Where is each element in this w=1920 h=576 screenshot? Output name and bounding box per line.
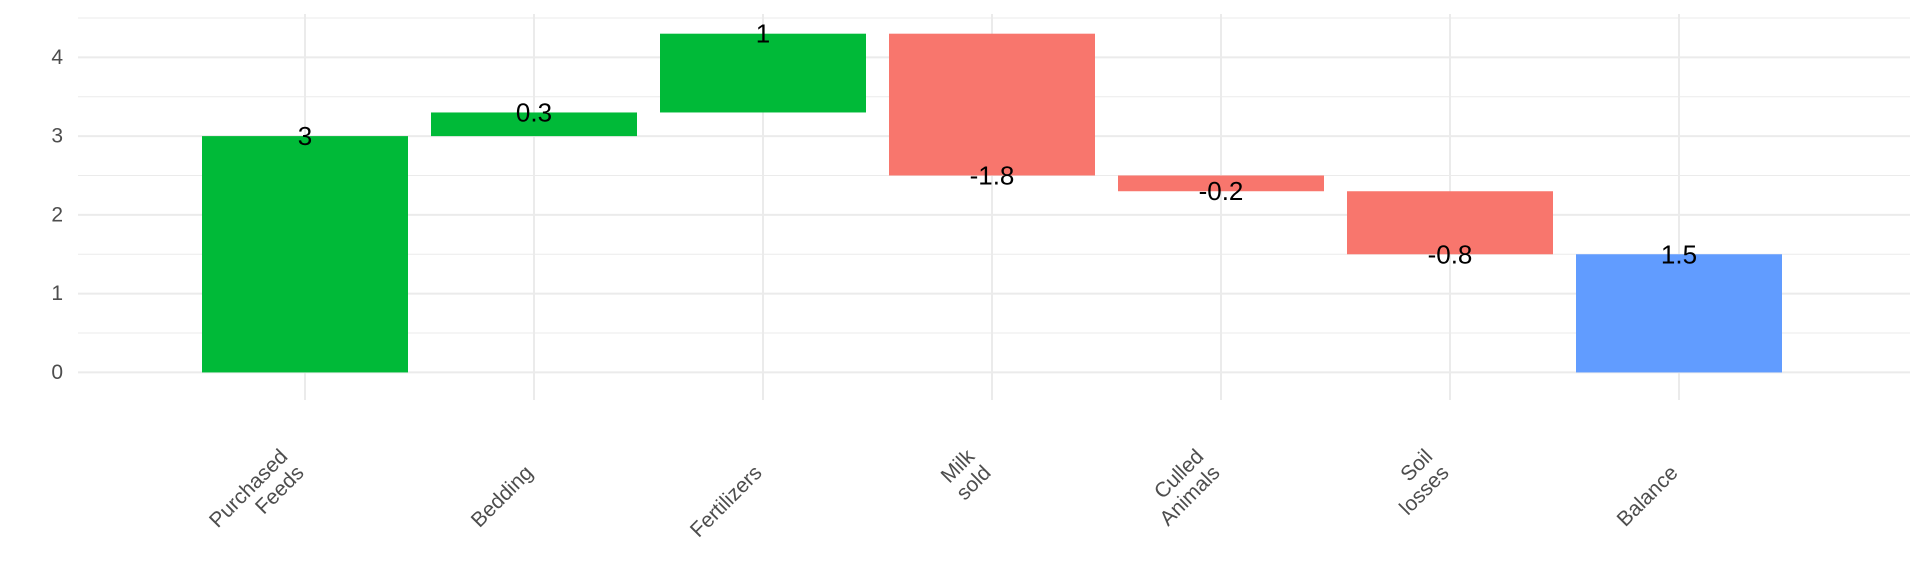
data-label: -0.2 bbox=[1199, 176, 1244, 206]
data-label: 3 bbox=[298, 121, 312, 151]
bar-output bbox=[1347, 191, 1553, 255]
x-tick-label: Soillosses bbox=[1379, 445, 1454, 520]
x-tick-label-line: Fertilizers bbox=[686, 461, 767, 542]
x-tick-label: Balance bbox=[1613, 461, 1683, 531]
y-axis-ticks: 0 1 2 3 4 bbox=[51, 46, 63, 384]
x-tick-label: Bedding bbox=[467, 461, 538, 532]
data-label: 0.3 bbox=[516, 97, 552, 127]
y-tick-label: 3 bbox=[51, 125, 63, 148]
x-tick-label-line: Balance bbox=[1613, 461, 1683, 531]
data-label: -1.8 bbox=[970, 160, 1015, 190]
bar-output bbox=[889, 33, 1095, 176]
x-tick-label: CulledAnimals bbox=[1139, 445, 1224, 530]
bar-balance bbox=[1576, 254, 1782, 373]
x-tick-label: Fertilizers bbox=[686, 461, 767, 542]
x-tick-label: Milksold bbox=[936, 445, 996, 505]
x-tick-label-line: Bedding bbox=[467, 461, 538, 532]
bar-input bbox=[202, 136, 408, 373]
y-tick-label: 2 bbox=[51, 203, 63, 226]
bar-input bbox=[660, 33, 866, 113]
data-label: 1 bbox=[756, 19, 770, 49]
y-tick-label: 1 bbox=[51, 282, 63, 305]
bar-input bbox=[431, 112, 637, 137]
bar-output bbox=[1118, 175, 1324, 192]
y-tick-label: 4 bbox=[51, 46, 63, 69]
data-labels: 3 0.3 1 -1.8 -0.2 -0.8 1.5 bbox=[298, 19, 1697, 270]
y-tick-label: 0 bbox=[51, 361, 63, 384]
x-tick-label: PurchasedFeeds bbox=[205, 445, 309, 549]
bars bbox=[202, 33, 1782, 373]
x-axis-ticks: PurchasedFeeds Bedding Fertilizers Milksold… bbox=[205, 445, 1683, 549]
data-label: -0.8 bbox=[1428, 239, 1473, 269]
data-label: 1.5 bbox=[1661, 239, 1697, 269]
